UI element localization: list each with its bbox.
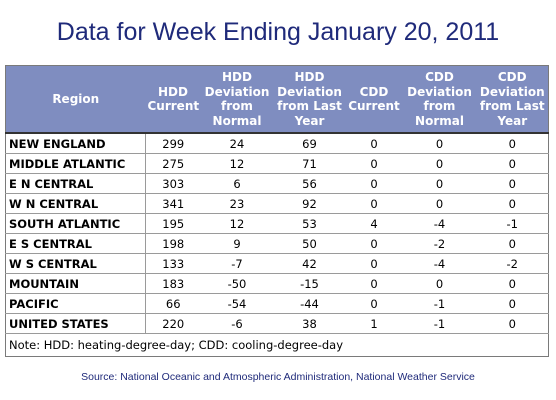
- cell-hdd-deviation-normal: -50: [200, 273, 274, 294]
- cell-cdd-current: 0: [345, 173, 403, 194]
- cell-hdd-deviation-normal: 6: [200, 173, 274, 194]
- table-row: W N CENTRAL 341 23 92 0 0 0: [5, 193, 549, 214]
- cell-cdd-current: 0: [345, 153, 403, 174]
- cell-cdd-current: 0: [345, 193, 403, 214]
- cell-cdd-deviation-normal: -1: [402, 293, 477, 314]
- cell-hdd-current: 303: [145, 173, 201, 194]
- cell-cdd-deviation-normal: 0: [402, 193, 477, 214]
- cell-region: MIDDLE ATLANTIC: [5, 153, 146, 174]
- cell-hdd-deviation-last-year: 50: [273, 233, 346, 254]
- cell-hdd-deviation-normal: -54: [200, 293, 274, 314]
- cell-hdd-deviation-last-year: 69: [273, 132, 346, 154]
- cell-cdd-current: 4: [345, 213, 403, 234]
- table-row: NEW ENGLAND 299 24 69 0 0 0: [5, 132, 549, 154]
- cell-region: E S CENTRAL: [5, 233, 146, 254]
- table-row: SOUTH ATLANTIC 195 12 53 4 -4 -1: [5, 213, 549, 234]
- cell-hdd-deviation-last-year: 53: [273, 213, 346, 234]
- cell-hdd-deviation-normal: 12: [200, 153, 274, 174]
- source-credit: Source: National Oceanic and Atmospheric…: [81, 371, 475, 383]
- column-header-hdd-deviation-normal: HDD Deviation from Normal: [200, 65, 274, 133]
- cell-hdd-current: 183: [145, 273, 201, 294]
- table-row: E N CENTRAL 303 6 56 0 0 0: [5, 173, 549, 194]
- table-row: UNITED STATES 220 -6 38 1 -1 0: [5, 313, 549, 334]
- table-row: W S CENTRAL 133 -7 42 0 -4 -2: [5, 253, 549, 274]
- cell-region: SOUTH ATLANTIC: [5, 213, 146, 234]
- cell-cdd-deviation-last-year: 0: [476, 132, 549, 154]
- cell-cdd-deviation-last-year: 0: [476, 233, 549, 254]
- table-header-row: Region HDD Current HDD Deviation from No…: [5, 65, 549, 133]
- cell-hdd-current: 299: [145, 132, 201, 154]
- column-header-cdd-deviation-last-year: CDD Deviation from Last Year: [476, 65, 549, 133]
- note-row: Note: HDD: heating-degree-day; CDD: cool…: [5, 333, 549, 357]
- cell-cdd-deviation-normal: -4: [402, 213, 477, 234]
- cell-region: UNITED STATES: [5, 313, 146, 334]
- cell-cdd-current: 0: [345, 253, 403, 274]
- cell-cdd-current: 0: [345, 293, 403, 314]
- cell-hdd-deviation-last-year: -15: [273, 273, 346, 294]
- cell-hdd-current: 66: [145, 293, 201, 314]
- cell-hdd-deviation-last-year: -44: [273, 293, 346, 314]
- cell-cdd-deviation-normal: 0: [402, 132, 477, 154]
- cell-region: PACIFIC: [5, 293, 146, 314]
- cell-cdd-deviation-normal: 0: [402, 173, 477, 194]
- cell-hdd-current: 195: [145, 213, 201, 234]
- cell-hdd-current: 133: [145, 253, 201, 274]
- column-header-cdd-current: CDD Current: [345, 65, 403, 133]
- cell-hdd-current: 220: [145, 313, 201, 334]
- cell-cdd-current: 0: [345, 273, 403, 294]
- column-header-hdd-deviation-last-year: HDD Deviation from Last Year: [273, 65, 346, 133]
- table-row: MOUNTAIN 183 -50 -15 0 0 0: [5, 273, 549, 294]
- cell-cdd-deviation-normal: -4: [402, 253, 477, 274]
- cell-hdd-deviation-normal: 23: [200, 193, 274, 214]
- cell-cdd-deviation-normal: -2: [402, 233, 477, 254]
- cell-hdd-deviation-normal: -6: [200, 313, 274, 334]
- table-row: E S CENTRAL 198 9 50 0 -2 0: [5, 233, 549, 254]
- cell-cdd-deviation-last-year: 0: [476, 273, 549, 294]
- cell-hdd-deviation-last-year: 42: [273, 253, 346, 274]
- cell-hdd-current: 275: [145, 153, 201, 174]
- cell-region: MOUNTAIN: [5, 273, 146, 294]
- cell-cdd-deviation-last-year: -1: [476, 213, 549, 234]
- table-body: NEW ENGLAND 299 24 69 0 0 0 MIDDLE ATLANTIC 275 1…: [5, 132, 549, 334]
- cell-hdd-deviation-last-year: 38: [273, 313, 346, 334]
- cell-region: E N CENTRAL: [5, 173, 146, 194]
- cell-cdd-deviation-normal: 0: [402, 273, 477, 294]
- cell-cdd-deviation-last-year: 0: [476, 173, 549, 194]
- table-row: MIDDLE ATLANTIC 275 12 71 0 0 0: [5, 153, 549, 174]
- cell-hdd-deviation-last-year: 92: [273, 193, 346, 214]
- cell-cdd-deviation-last-year: 0: [476, 293, 549, 314]
- cell-cdd-deviation-last-year: 0: [476, 193, 549, 214]
- cell-hdd-deviation-last-year: 56: [273, 173, 346, 194]
- cell-cdd-deviation-last-year: -2: [476, 253, 549, 274]
- cell-cdd-deviation-normal: 0: [402, 153, 477, 174]
- cell-hdd-deviation-normal: 24: [200, 132, 274, 154]
- cell-cdd-current: 1: [345, 313, 403, 334]
- column-header-region: Region: [5, 65, 146, 133]
- column-header-hdd-current: HDD Current: [145, 65, 201, 133]
- page-title: Data for Week Ending January 20, 2011: [56, 18, 500, 46]
- weather-data-table: Region HDD Current HDD Deviation from No…: [5, 65, 549, 357]
- cell-cdd-deviation-normal: -1: [402, 313, 477, 334]
- cell-cdd-current: 0: [345, 233, 403, 254]
- cell-cdd-deviation-last-year: 0: [476, 313, 549, 334]
- cell-cdd-current: 0: [345, 132, 403, 154]
- cell-hdd-deviation-normal: 9: [200, 233, 274, 254]
- cell-cdd-deviation-last-year: 0: [476, 153, 549, 174]
- column-header-cdd-deviation-normal: CDD Deviation from Normal: [402, 65, 477, 133]
- table-note: Note: HDD: heating-degree-day; CDD: cool…: [5, 333, 549, 357]
- cell-region: W S CENTRAL: [5, 253, 146, 274]
- cell-hdd-deviation-normal: -7: [200, 253, 274, 274]
- cell-hdd-deviation-normal: 12: [200, 213, 274, 234]
- cell-hdd-current: 198: [145, 233, 201, 254]
- cell-hdd-current: 341: [145, 193, 201, 214]
- table-row: PACIFIC 66 -54 -44 0 -1 0: [5, 293, 549, 314]
- cell-hdd-deviation-last-year: 71: [273, 153, 346, 174]
- cell-region: NEW ENGLAND: [5, 132, 146, 154]
- cell-region: W N CENTRAL: [5, 193, 146, 214]
